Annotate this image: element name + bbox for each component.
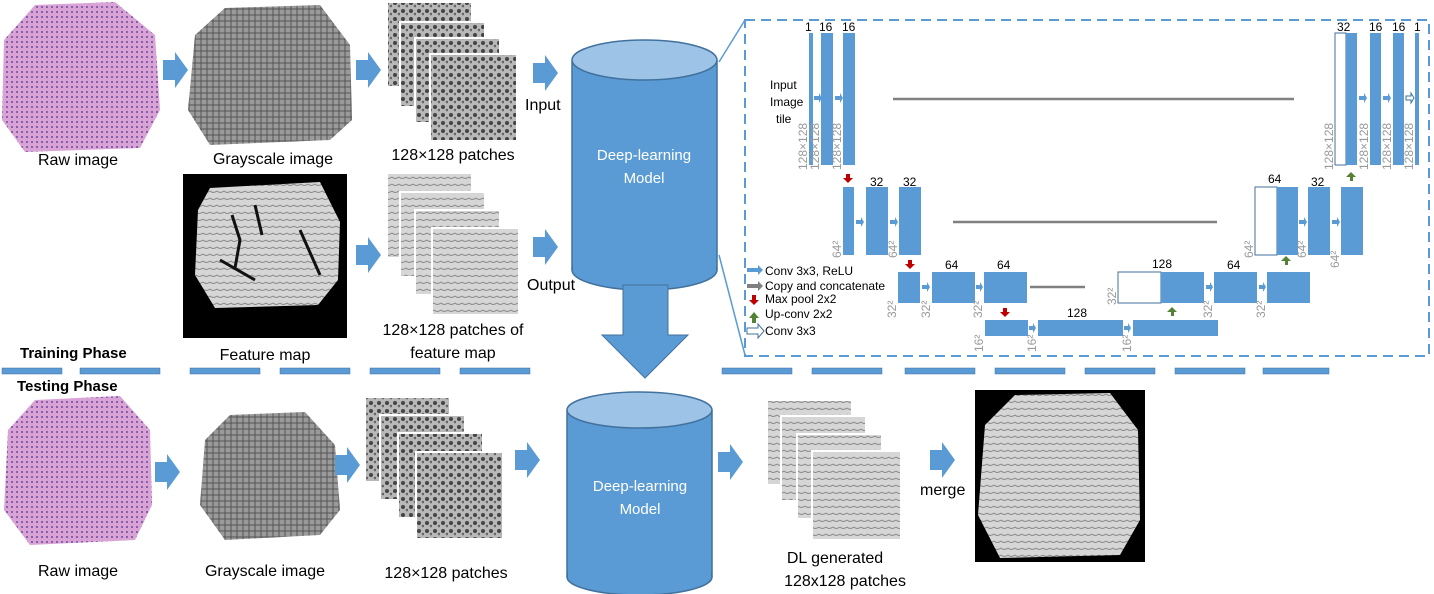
testing-grayscale-image <box>200 412 340 540</box>
input-label: Input <box>525 97 561 114</box>
count-label: 32 <box>903 175 917 189</box>
merged-output-texture <box>978 393 1140 558</box>
zoom-line <box>718 19 746 63</box>
unet-architecture <box>746 32 1419 340</box>
arrow-icon <box>155 454 180 490</box>
size-label: 32² <box>1254 301 1268 318</box>
count-label: 64 <box>945 258 959 272</box>
count-label: 32 <box>1337 20 1351 34</box>
training-grayscale-image <box>188 5 352 145</box>
size-label: 128×128 <box>830 123 844 170</box>
dl-patches-stack <box>766 399 902 541</box>
testing-model-label-2: Model <box>620 501 661 518</box>
testing-model-label-1: Deep-learning <box>593 478 687 495</box>
arrow-icon <box>356 52 381 88</box>
unet-input-label-1: Input <box>770 78 797 92</box>
size-label: 64² <box>1328 251 1342 268</box>
feature-map-texture <box>195 182 340 308</box>
size-label: 16² <box>972 335 986 352</box>
testing-phase-label: Testing Phase <box>17 378 118 395</box>
testing-patches-stack <box>364 396 504 540</box>
testing-patches-label: 128×128 patches <box>384 565 507 582</box>
feature-patches-label-1: 128×128 patches of <box>382 322 524 339</box>
training-phase-label: Training Phase <box>20 345 127 362</box>
training-raw-label: Raw image <box>38 152 118 169</box>
unet-input-label-3: tile <box>776 112 792 126</box>
count-label: 16 <box>1392 20 1406 34</box>
training-patches-stack <box>386 1 518 142</box>
count-label: 16 <box>819 20 833 34</box>
testing-raw-label: Raw image <box>38 563 118 580</box>
size-label: 16² <box>1025 335 1039 352</box>
legend-copy: Copy and concatenate <box>765 279 885 293</box>
size-label: 64² <box>886 241 900 258</box>
size-label: 16² <box>1120 335 1134 352</box>
size-label: 64² <box>830 241 844 258</box>
size-label: 128×128 <box>808 123 822 170</box>
feature-patches-stack <box>386 172 520 316</box>
legend-conv: Conv 3x3, ReLU <box>765 264 853 278</box>
size-label: 32² <box>971 301 985 318</box>
training-grayscale-label: Grayscale image <box>213 151 333 168</box>
testing-model-cylinder <box>566 391 713 594</box>
count-label: 128 <box>1067 306 1087 320</box>
legend-conv1: Conv 3x3 <box>765 324 816 338</box>
size-label: 128×128 <box>1380 123 1394 170</box>
count-label: 32 <box>870 175 884 189</box>
size-label: 128×128 <box>1402 123 1416 170</box>
size-label: 64² <box>1242 241 1256 258</box>
unet-input-label-2: Image <box>770 95 804 109</box>
testing-grayscale-label: Grayscale image <box>205 563 325 580</box>
zoom-line <box>718 254 746 356</box>
size-label: 128×128 <box>1322 123 1336 170</box>
arrow-icon <box>163 52 188 88</box>
arrow-icon <box>356 237 381 273</box>
output-label: Output <box>527 277 576 294</box>
arrow-icon <box>718 444 743 480</box>
arrow-icon <box>515 442 540 478</box>
count-label: 16 <box>842 20 856 34</box>
size-label: 128×128 <box>796 123 810 170</box>
count-label: 64 <box>1227 258 1241 272</box>
phase-separator <box>1 367 1330 375</box>
size-label: 32² <box>1105 288 1119 305</box>
legend-upconv: Up-conv 2x2 <box>765 307 833 321</box>
arrow-icon <box>335 447 360 483</box>
legend-maxpool: Max pool 2x2 <box>765 292 837 306</box>
size-label: 32² <box>1201 301 1215 318</box>
count-label: 64 <box>1268 172 1282 186</box>
merge-label: merge <box>920 482 965 499</box>
count-label: 128 <box>1152 257 1172 271</box>
training-patches-label: 128×128 patches <box>391 147 514 164</box>
feature-map-label: Feature map <box>220 347 311 364</box>
size-label: 128×128 <box>1357 123 1371 170</box>
training-model-cylinder <box>571 39 718 291</box>
testing-raw-image <box>4 396 152 545</box>
feature-map-cracks <box>219 204 322 282</box>
count-label: 32 <box>1311 175 1325 189</box>
training-model-label-1: Deep-learning <box>597 147 691 164</box>
unet-box <box>744 19 1430 357</box>
dl-patches-label-1: DL generated <box>787 550 883 567</box>
feature-patches-label-2: feature map <box>410 345 495 362</box>
arrow-icon <box>930 442 955 478</box>
training-model-label-2: Model <box>624 170 665 187</box>
count-label: 1 <box>805 20 812 34</box>
size-label: 32² <box>885 301 899 318</box>
count-label: 1 <box>1414 20 1421 34</box>
arrow-icon <box>533 55 558 91</box>
dl-patches-label-2: 128x128 patches <box>784 573 906 590</box>
down-arrow-icon <box>600 284 690 379</box>
training-raw-image <box>2 2 160 152</box>
count-label: 16 <box>1369 20 1383 34</box>
size-label: 64² <box>1295 241 1309 258</box>
size-label: 32² <box>919 301 933 318</box>
arrow-icon <box>533 229 558 265</box>
count-label: 64 <box>997 258 1011 272</box>
